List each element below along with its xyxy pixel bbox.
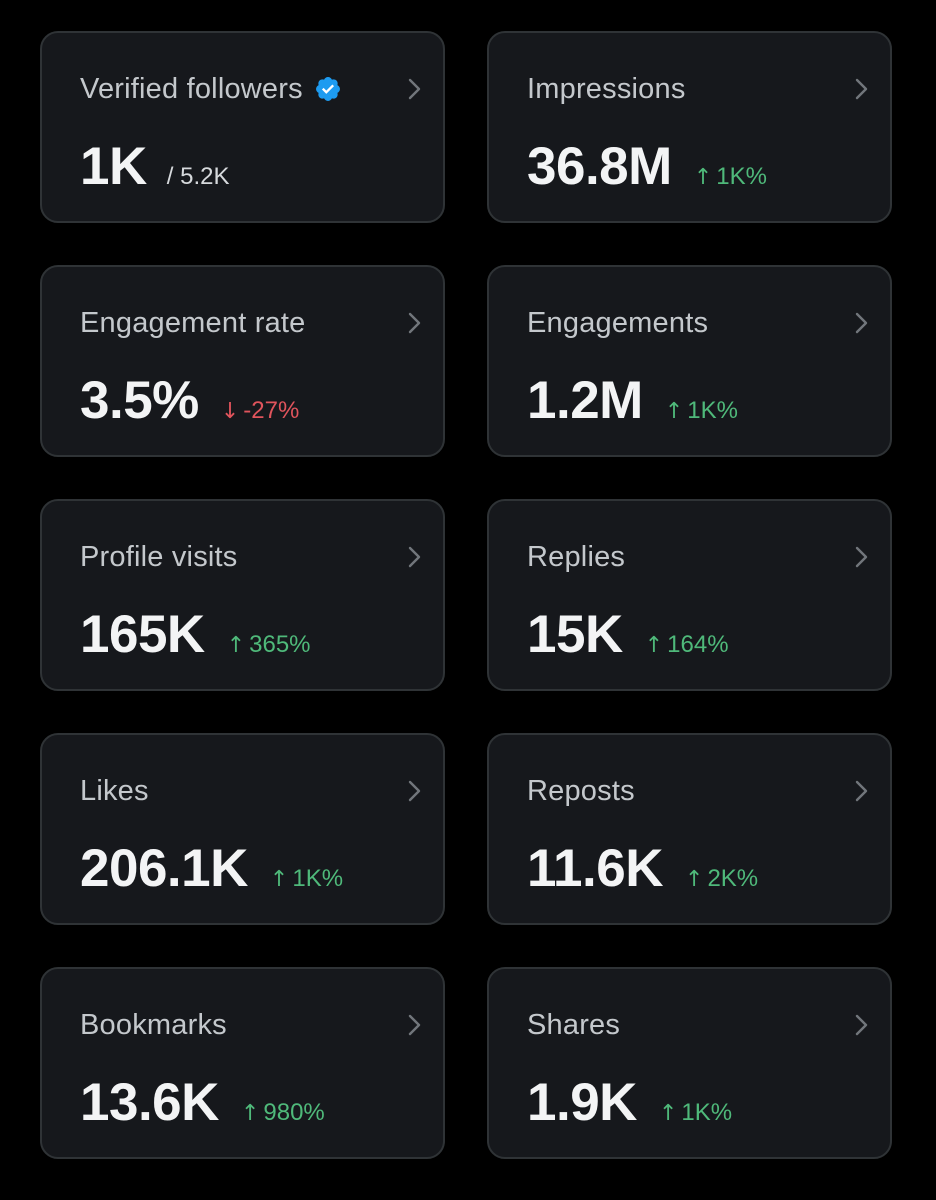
chevron-right-icon (855, 312, 868, 334)
card-value-row: 1.9K ↑ 1K% (527, 1071, 732, 1135)
card-value-row: 13.6K ↑ 980% (80, 1071, 325, 1135)
card-header: Shares (527, 1007, 620, 1043)
card-verified-followers[interactable]: Verified followers 1K / 5.2K (40, 31, 445, 223)
card-value-row: 15K ↑ 164% (527, 603, 729, 667)
card-header: Bookmarks (80, 1007, 227, 1043)
metric-value: 165K (80, 605, 205, 664)
metric-total: / 5.2K (166, 163, 230, 190)
card-engagements[interactable]: Engagements 1.2M ↑ 1K% (487, 265, 892, 457)
card-label: Engagements (527, 307, 709, 339)
arrow-up-icon: ↑ (240, 1101, 260, 1126)
card-value-row: 3.5% ↓ -27% (80, 369, 299, 433)
arrow-up-icon: ↑ (685, 867, 704, 892)
card-label: Replies (527, 541, 626, 573)
arrow-up-icon: ↑ (693, 165, 713, 190)
change-indicator: ↑ 1K% (270, 865, 343, 893)
card-value-row: 1.2M ↑ 1K% (527, 369, 738, 433)
arrow-down-icon: ↓ (220, 399, 240, 424)
verified-badge-icon (315, 77, 340, 101)
card-reposts[interactable]: Reposts 11.6K ↑ 2K% (487, 733, 892, 925)
change-percent: 365% (249, 631, 311, 658)
chevron-right-icon (855, 78, 868, 100)
card-bookmarks[interactable]: Bookmarks 13.6K ↑ 980% (40, 967, 445, 1159)
card-label: Likes (80, 775, 149, 807)
metric-value: 1K (80, 137, 147, 196)
change-indicator: ↑ 164% (645, 631, 729, 659)
chevron-right-icon (408, 78, 421, 100)
arrow-up-icon: ↑ (226, 633, 246, 658)
chevron-right-icon (855, 1014, 868, 1036)
card-value-row: 1K / 5.2K (80, 135, 229, 199)
arrow-up-icon: ↑ (658, 1101, 678, 1126)
chevron-right-icon (408, 780, 421, 802)
chevron-right-icon (855, 780, 868, 802)
metric-value: 1.2M (527, 371, 643, 430)
card-shares[interactable]: Shares 1.9K ↑ 1K% (487, 967, 892, 1159)
change-percent: 2K% (707, 865, 759, 892)
metric-value: 13.6K (80, 1073, 219, 1132)
card-label: Impressions (527, 73, 686, 105)
card-value-row: 11.6K ↑ 2K% (527, 837, 758, 901)
change-indicator: ↑ 365% (227, 631, 311, 659)
change-indicator: ↑ 1K% (659, 1099, 732, 1127)
card-header: Engagements (527, 305, 708, 341)
card-label: Bookmarks (80, 1009, 227, 1041)
card-likes[interactable]: Likes 206.1K ↑ 1K% (40, 733, 445, 925)
card-label: Verified followers (80, 73, 303, 105)
chevron-right-icon (855, 546, 868, 568)
change-percent: -27% (243, 397, 300, 424)
card-profile-visits[interactable]: Profile visits 165K ↑ 365% (40, 499, 445, 691)
card-header: Reposts (527, 773, 635, 809)
change-indicator: ↓ -27% (221, 397, 299, 425)
change-indicator: ↑ 1K% (694, 163, 767, 191)
change-indicator: ↑ 1K% (665, 397, 738, 425)
card-label: Profile visits (80, 541, 238, 573)
metric-value: 206.1K (80, 839, 248, 898)
change-percent: 1K% (687, 397, 738, 424)
chevron-right-icon (408, 312, 421, 334)
card-label: Reposts (527, 775, 635, 807)
chevron-right-icon (408, 546, 421, 568)
card-label: Engagement rate (80, 307, 306, 339)
change-percent: 164% (667, 631, 729, 658)
card-value-row: 165K ↑ 365% (80, 603, 311, 667)
card-impressions[interactable]: Impressions 36.8M ↑ 1K% (487, 31, 892, 223)
change-percent: 980% (263, 1099, 325, 1126)
arrow-up-icon: ↑ (664, 399, 684, 424)
card-label: Shares (527, 1009, 621, 1041)
card-header: Impressions (527, 71, 686, 107)
card-value-row: 206.1K ↑ 1K% (80, 837, 343, 901)
card-header: Replies (527, 539, 625, 575)
card-header: Likes (80, 773, 149, 809)
metric-value: 11.6K (527, 839, 664, 898)
card-header: Profile visits (80, 539, 238, 575)
change-percent: 1K% (716, 163, 767, 190)
chevron-right-icon (408, 1014, 421, 1036)
card-engagement-rate[interactable]: Engagement rate 3.5% ↓ -27% (40, 265, 445, 457)
metric-value: 15K (527, 605, 623, 664)
metric-value: 36.8M (527, 137, 672, 196)
arrow-up-icon: ↑ (269, 867, 289, 892)
card-header: Engagement rate (80, 305, 305, 341)
metric-value: 1.9K (527, 1073, 637, 1132)
change-percent: 1K% (292, 865, 344, 892)
card-header: Verified followers (80, 71, 342, 107)
change-indicator: ↑ 2K% (685, 865, 758, 893)
change-indicator: ↑ 980% (241, 1099, 325, 1127)
card-replies[interactable]: Replies 15K ↑ 164% (487, 499, 892, 691)
change-percent: 1K% (681, 1099, 733, 1126)
card-value-row: 36.8M ↑ 1K% (527, 135, 767, 199)
metric-value: 3.5% (80, 371, 199, 430)
arrow-up-icon: ↑ (644, 633, 664, 658)
